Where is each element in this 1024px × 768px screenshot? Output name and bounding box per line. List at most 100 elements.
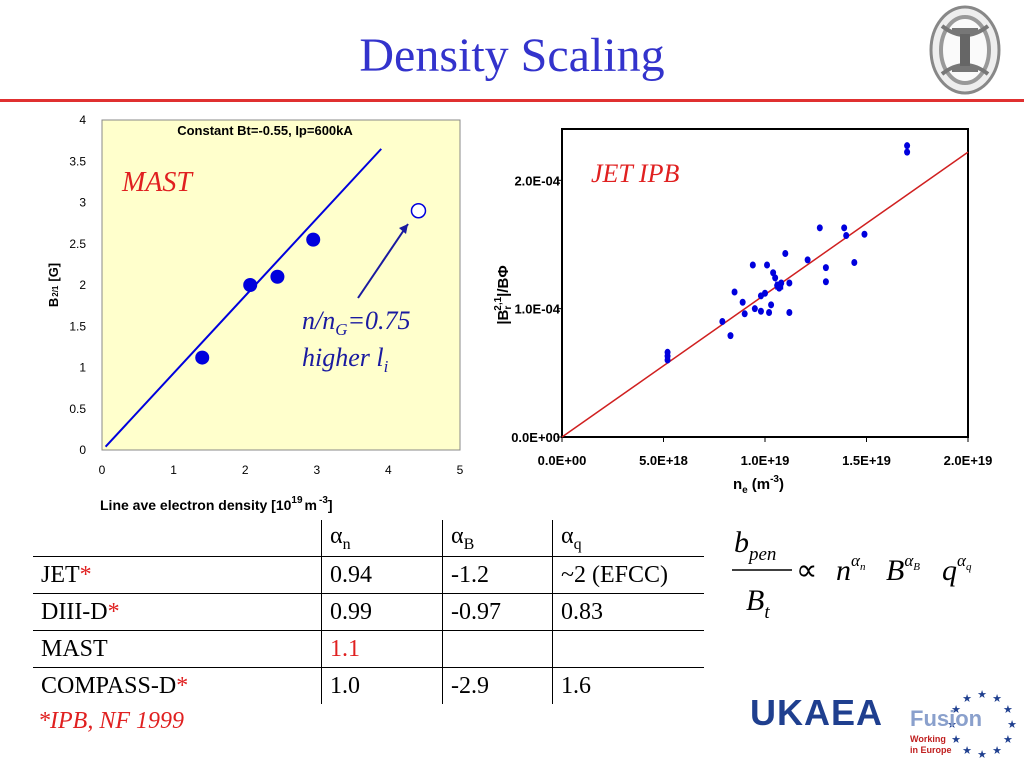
jet-data-point	[757, 307, 764, 315]
jet-plot-area	[561, 128, 969, 438]
table-cell-alpha-q: 1.6	[552, 667, 704, 704]
jet-data-point	[841, 224, 848, 232]
mast-data-point	[270, 269, 285, 284]
mast-y-tick-label: 0.5	[69, 402, 86, 416]
slide-title: Density Scaling	[359, 29, 665, 82]
jet-data-point	[768, 301, 775, 309]
jet-x-tick-label: 0.0E+00	[538, 453, 587, 468]
star-icon: ★	[977, 748, 987, 760]
scaling-exponents-table: αn αB αq JET* 0.94 -1.2 ~2 (EFCC) DIII-D…	[33, 520, 704, 704]
jet-x-axis-label: ne (m-3)	[733, 474, 784, 496]
mast-annotation-higher-li: higher li	[302, 343, 389, 376]
jet-data-point	[762, 289, 768, 297]
jet-data-point	[727, 332, 734, 340]
star-icon: ★	[947, 718, 957, 731]
table-cell-alpha-q	[552, 630, 704, 668]
jet-data-point	[741, 310, 748, 318]
star-icon: ★	[951, 703, 961, 716]
mast-plot-area	[101, 119, 461, 451]
jet-data-point	[786, 309, 793, 317]
formula-proportional: ∝	[796, 554, 817, 587]
jet-data-point	[764, 261, 771, 269]
mast-data-point	[306, 232, 321, 247]
star-icon: ★	[977, 688, 987, 701]
table-cell-alpha-b: -2.9	[442, 667, 553, 704]
jet-x-tick-label: 1.0E+19	[741, 453, 790, 468]
mast-annotation-arrow	[357, 223, 409, 299]
jet-data-point	[664, 356, 671, 364]
table-cell-device: MAST	[41, 635, 108, 662]
star-icon: ★	[951, 733, 961, 746]
jet-data-point	[749, 261, 756, 269]
mast-fit-line	[104, 148, 382, 448]
mast-x-tick-label: 2	[242, 463, 249, 477]
jet-data-point	[804, 256, 811, 264]
mast-x-tick-label: 0	[99, 463, 106, 477]
jet-data-point	[786, 279, 793, 287]
mast-y-tick-label: 3.5	[69, 154, 86, 168]
jet-data-point	[843, 232, 850, 240]
table-row-diii-d: DIII-D* 0.99 -0.97 0.83	[33, 593, 704, 631]
jet-data-point	[731, 288, 738, 296]
mast-y-tick-label: 0	[79, 443, 86, 457]
table-cell-alpha-q: 0.83	[552, 593, 704, 631]
table-header-alpha-n: αn	[321, 520, 443, 557]
jet-data-point	[861, 230, 868, 238]
jet-data-point	[751, 305, 758, 313]
jet-y-tick-label: 2.0E-04	[514, 173, 560, 188]
table-header-alpha-b: αB	[442, 520, 553, 557]
star-icon: ★	[962, 744, 972, 757]
formula-n-term: nαn	[836, 551, 866, 587]
jet-data-point	[739, 298, 746, 306]
table-cell-alpha-b	[442, 630, 553, 668]
table-cell-alpha-n: 0.94	[321, 556, 443, 594]
mast-y-tick-label: 2	[79, 278, 86, 292]
citation-note: *IPB, NF 1999	[38, 708, 184, 734]
mast-x-tick-label: 5	[457, 463, 464, 477]
jet-data-point	[822, 278, 829, 286]
star-icon: ★	[1003, 733, 1013, 746]
jet-x-tick-label: 2.0E+19	[944, 453, 993, 468]
table-cell-alpha-q: ~2 (EFCC)	[552, 556, 704, 594]
mast-x-axis-label: Line ave electron density [1019 m -3]	[100, 495, 333, 513]
mast-x-tick-label: 4	[385, 463, 392, 477]
mast-open-data-point	[410, 203, 427, 219]
jet-x-tick-label: 5.0E+18	[639, 453, 688, 468]
star-icon: ★	[992, 744, 1002, 757]
table-cell-device: JET*	[41, 561, 92, 588]
fusion-logo-in-europe: in Europe	[910, 745, 952, 755]
mast-annotation-arrowhead	[399, 224, 408, 234]
star-icon: ★	[1007, 718, 1017, 731]
star-icon: ★	[1003, 703, 1013, 716]
title-divider	[0, 99, 1024, 102]
mast-data-point	[243, 278, 258, 292]
mast-label: MAST	[121, 167, 194, 198]
ukaea-logo: UKAEA	[750, 692, 884, 733]
jet-chart: 0.0E+00 5.0E+18 1.0E+19 1.5E+19 2.0E+19 0.0E+…	[493, 128, 993, 496]
jet-square-data-point	[775, 281, 784, 290]
table-header-device	[33, 520, 322, 557]
mast-y-axis-label: B2/1[G]	[46, 263, 61, 307]
scaling-formula: bpen Bt ∝ nαn BαB qαq	[732, 526, 972, 623]
table-cell-alpha-n: 0.99	[321, 593, 443, 631]
fusion-logo-working: Working	[910, 734, 946, 744]
jet-data-point	[904, 148, 911, 156]
jet-data-point	[851, 258, 858, 266]
table-cell-alpha-n: 1.0	[321, 667, 443, 704]
table-cell-device: COMPASS-D*	[41, 672, 189, 699]
table-row-jet: JET* 0.94 -1.2 ~2 (EFCC)	[33, 556, 704, 594]
jet-data-point	[782, 249, 789, 257]
mast-annotation-density-ratio: n/nG=0.75	[302, 306, 411, 339]
jet-y-tick-label: 0.0E+00	[511, 430, 560, 445]
table-cell-alpha-n: 1.1	[321, 630, 443, 668]
fusion-emblem-logo	[929, 5, 1001, 95]
mast-x-tick-label: 3	[313, 463, 320, 477]
jet-data-point	[772, 274, 779, 282]
table-row-compass-d: COMPASS-D* 1.0 -2.9 1.6	[33, 667, 704, 704]
mast-x-tick-label: 1	[170, 463, 177, 477]
jet-y-axis-label: |Br2,1|/BΦ	[493, 265, 514, 324]
formula-q-term: qαq	[942, 551, 972, 587]
mast-y-tick-label: 4	[79, 113, 86, 127]
fusion-logo-word: Fusion	[910, 706, 982, 731]
jet-data-point	[904, 142, 911, 150]
